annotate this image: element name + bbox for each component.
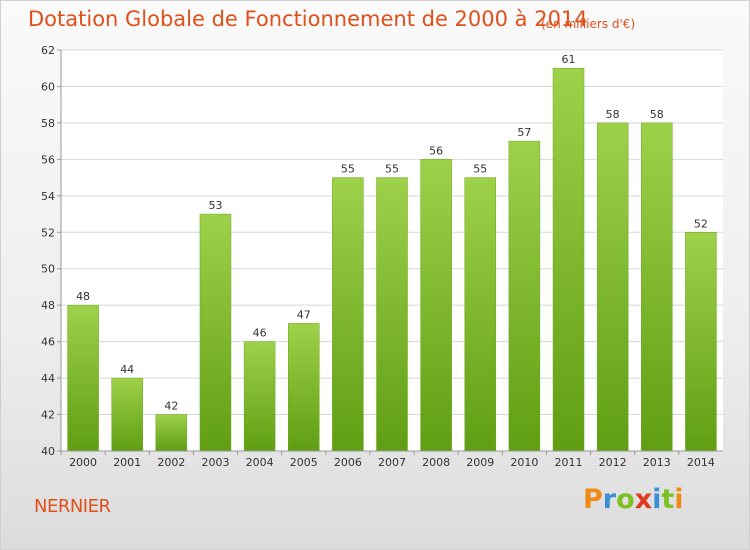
x-axis-ticks: 2000 2001 2002 2003 2004 2005 2006 2007 2008 2009…: [60, 451, 715, 469]
proxiti-logo: Proxiti: [583, 484, 684, 515]
logo-letter: x: [634, 484, 653, 515]
chart-title: Dotation Globale de Fonctionnement de 20…: [28, 7, 588, 31]
data-label: 57: [517, 126, 531, 139]
x-tick-label: 2003: [201, 456, 229, 469]
data-label: 55: [473, 163, 487, 176]
x-tick-label: 2013: [643, 456, 671, 469]
bar-2014: [685, 232, 717, 452]
bar-2008: [420, 159, 452, 452]
data-label: 42: [164, 400, 178, 413]
logo-letter: P: [583, 484, 603, 515]
data-labels: 48 44 42 53 46 47 55 55 56 55 57 61 58 58 52: [76, 53, 708, 412]
bars: [67, 67, 717, 452]
commune-name: NERNIER: [34, 496, 111, 517]
logo-letter: i: [674, 484, 684, 515]
y-tick-label: 44: [41, 372, 55, 385]
axes: [60, 50, 723, 452]
y-tick-label: 62: [41, 44, 55, 57]
logo-letter: r: [602, 484, 617, 515]
data-label: 46: [253, 327, 267, 340]
data-label: 48: [76, 290, 90, 303]
bar-2002: [155, 414, 188, 452]
data-label: 55: [341, 163, 355, 176]
data-label: 53: [208, 199, 222, 212]
y-tick-label: 60: [41, 80, 55, 93]
bar-2011: [552, 67, 585, 452]
data-label: 58: [606, 108, 620, 121]
data-label: 61: [562, 53, 576, 66]
x-tick-label: 2008: [422, 456, 450, 469]
y-axis-ticks: 40 42 44 46 48 50 52 54 56 58 60 62: [41, 44, 61, 458]
logo-letter: t: [661, 484, 675, 515]
bar-2005: [287, 323, 320, 452]
y-tick-label: 48: [41, 299, 55, 312]
data-label: 44: [120, 363, 134, 376]
bar-2003: [199, 213, 232, 452]
x-tick-label: 2005: [290, 456, 318, 469]
x-tick-label: 2006: [334, 456, 362, 469]
x-tick-label: 2004: [246, 456, 274, 469]
x-tick-label: 2011: [555, 456, 583, 469]
bar-2006: [332, 177, 364, 452]
x-tick-label: 2002: [157, 456, 185, 469]
bar-2007: [376, 177, 408, 452]
data-label: 55: [385, 163, 399, 176]
bar-2001: [111, 377, 143, 452]
logo-letter: o: [616, 484, 635, 515]
bar-2010: [508, 140, 541, 452]
y-tick-label: 50: [41, 263, 55, 276]
bar-2013: [641, 122, 673, 452]
data-label: 56: [429, 144, 443, 157]
y-tick-label: 58: [41, 117, 55, 130]
x-tick-label: 2007: [378, 456, 406, 469]
bar-2012: [596, 122, 629, 452]
bar-2009: [464, 177, 497, 452]
bar-2000: [67, 304, 99, 452]
x-tick-label: 2014: [687, 456, 715, 469]
y-tick-label: 46: [41, 336, 55, 349]
y-tick-label: 52: [41, 226, 55, 239]
x-tick-label: 2009: [466, 456, 494, 469]
x-tick-label: 2012: [599, 456, 627, 469]
bar-2004: [243, 341, 276, 452]
data-label: 47: [297, 308, 311, 321]
data-label: 58: [650, 108, 664, 121]
logo-letter: i: [652, 484, 662, 515]
y-tick-label: 42: [41, 409, 55, 422]
unit-note: (en milliers d'€): [541, 17, 636, 31]
y-tick-label: 56: [41, 153, 55, 166]
y-tick-label: 54: [41, 190, 55, 203]
x-tick-label: 2000: [69, 456, 97, 469]
y-tick-label: 40: [41, 445, 55, 458]
x-tick-label: 2001: [113, 456, 141, 469]
data-label: 52: [694, 217, 708, 230]
x-tick-label: 2010: [510, 456, 538, 469]
